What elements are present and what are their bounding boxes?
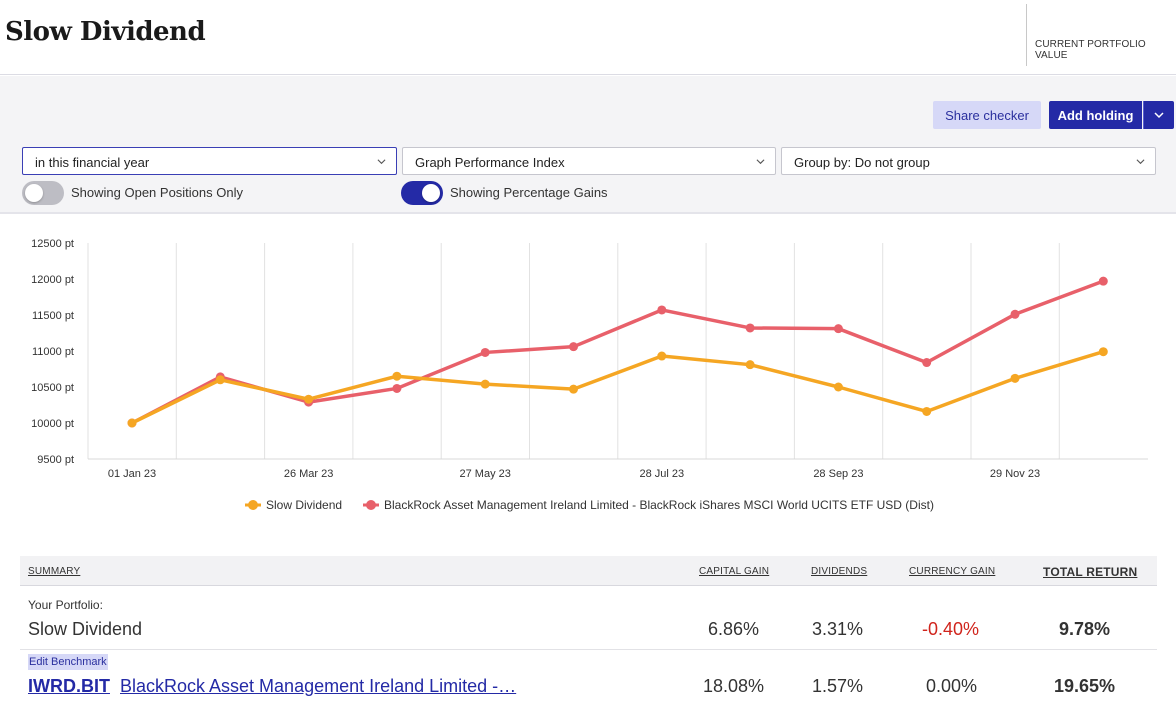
summary-header[interactable]: SUMMARY bbox=[28, 566, 81, 577]
performance-chart: 12500 pt 12000 pt 11500 pt 11000 pt 10500 pt… bbox=[31, 238, 1148, 512]
data-point bbox=[1010, 373, 1020, 383]
summary-header-row: SUMMARY CAPITAL GAIN DIVIDENDS CURRENCY … bbox=[20, 556, 1157, 586]
portfolio-row: Your Portfolio: Slow Dividend 6.86% 3.31… bbox=[20, 586, 1157, 650]
benchmark-row: Edit Benchmark IWRD.BIT BlackRock Asset … bbox=[20, 650, 1157, 714]
toggle-knob bbox=[422, 184, 440, 202]
total-return-header[interactable]: TOTAL RETURN bbox=[1043, 565, 1138, 579]
data-point bbox=[480, 379, 490, 389]
y-tick-label: 12500 pt bbox=[31, 238, 74, 250]
data-point bbox=[833, 324, 843, 334]
portfolio-currency-gain: -0.40% bbox=[922, 619, 980, 639]
y-tick-label: 9500 pt bbox=[37, 454, 74, 466]
chevron-down-icon bbox=[756, 159, 765, 165]
page-title: Slow Dividend bbox=[5, 17, 206, 47]
portfolio-value-label: CURRENT PORTFOLIO VALUE bbox=[1035, 39, 1146, 61]
y-tick-label: 12000 pt bbox=[31, 274, 74, 286]
toggle-knob bbox=[25, 184, 43, 202]
portfolio-dividends: 3.31% bbox=[812, 619, 864, 639]
x-tick-label: 27 May 23 bbox=[460, 468, 511, 480]
y-tick-label: 10000 pt bbox=[31, 418, 74, 430]
benchmark-capital-gain: 18.08% bbox=[703, 676, 765, 696]
header-divider bbox=[1026, 4, 1027, 66]
edit-benchmark-button[interactable]: Edit Benchmark bbox=[28, 654, 108, 670]
summary-table: SUMMARY CAPITAL GAIN DIVIDENDS CURRENCY … bbox=[20, 556, 1157, 714]
benchmark-dividends: 1.57% bbox=[812, 676, 864, 696]
y-tick-label: 11000 pt bbox=[32, 346, 74, 358]
portfolio-total-return: 9.78% bbox=[1059, 619, 1111, 639]
dividends-header[interactable]: DIVIDENDS bbox=[811, 566, 868, 577]
x-tick-label: 29 Nov 23 bbox=[990, 468, 1040, 480]
legend-label: BlackRock Asset Management Ireland Limit… bbox=[384, 498, 934, 512]
legend-label: Slow Dividend bbox=[266, 498, 342, 512]
group-by-select-value: Group by: Do not group bbox=[794, 155, 930, 170]
data-point bbox=[127, 418, 137, 428]
data-point bbox=[215, 375, 225, 385]
data-point bbox=[480, 347, 490, 357]
open-positions-toggle[interactable] bbox=[22, 181, 64, 205]
share-checker-button[interactable]: Share checker bbox=[933, 101, 1041, 129]
chevron-down-icon bbox=[1136, 159, 1145, 165]
data-point bbox=[1098, 347, 1108, 357]
graph-type-select-value: Graph Performance Index bbox=[415, 155, 565, 170]
period-select-value: in this financial year bbox=[35, 155, 150, 170]
portfolio-caption: Your Portfolio: bbox=[28, 598, 103, 612]
x-tick-label: 28 Sep 23 bbox=[813, 468, 863, 480]
legend-marker bbox=[366, 500, 376, 510]
page-header: Slow Dividend CURRENT PORTFOLIO VALUE bbox=[0, 0, 1176, 75]
data-point bbox=[922, 406, 932, 416]
open-positions-label: Showing Open Positions Only bbox=[71, 185, 243, 200]
legend-marker bbox=[248, 500, 258, 510]
series-line bbox=[131, 350, 1104, 425]
data-point bbox=[1010, 309, 1020, 319]
benchmark-total-return: 19.65% bbox=[1054, 676, 1116, 696]
benchmark-name-link[interactable]: BlackRock Asset Management Ireland Limit… bbox=[120, 676, 517, 696]
capital-gain-header[interactable]: CAPITAL GAIN bbox=[699, 566, 770, 577]
currency-gain-header[interactable]: CURRENCY GAIN bbox=[909, 566, 996, 577]
benchmark-code-link[interactable]: IWRD.BIT bbox=[28, 676, 110, 696]
x-tick-label: 28 Jul 23 bbox=[639, 468, 684, 480]
chevron-down-icon bbox=[377, 159, 386, 165]
benchmark-currency-gain: 0.00% bbox=[926, 676, 978, 696]
y-tick-label: 11500 pt bbox=[32, 310, 74, 322]
percentage-gains-label: Showing Percentage Gains bbox=[450, 185, 608, 200]
graph-type-select[interactable]: Graph Performance Index bbox=[402, 147, 776, 175]
data-point bbox=[392, 383, 402, 393]
group-by-select[interactable]: Group by: Do not group bbox=[781, 147, 1156, 175]
add-holding-dropdown-button[interactable] bbox=[1143, 101, 1174, 129]
percentage-gains-toggle[interactable] bbox=[401, 181, 443, 205]
series-line bbox=[131, 279, 1104, 425]
data-point bbox=[833, 382, 843, 392]
data-point bbox=[745, 323, 755, 333]
x-tick-label: 01 Jan 23 bbox=[108, 468, 156, 480]
data-point bbox=[569, 342, 578, 352]
data-point bbox=[657, 351, 667, 361]
period-select[interactable]: in this financial year bbox=[22, 147, 397, 175]
portfolio-name: Slow Dividend bbox=[28, 619, 143, 639]
add-holding-button[interactable]: Add holding bbox=[1049, 101, 1142, 129]
data-point bbox=[657, 305, 667, 315]
controls-panel bbox=[0, 76, 1176, 214]
data-point bbox=[569, 384, 578, 394]
data-point bbox=[745, 360, 755, 370]
chevron-down-icon bbox=[1154, 112, 1164, 119]
data-point bbox=[922, 358, 932, 368]
data-point bbox=[1098, 276, 1108, 286]
portfolio-capital-gain: 6.86% bbox=[708, 619, 760, 639]
x-tick-label: 26 Mar 23 bbox=[284, 468, 334, 480]
data-point bbox=[392, 371, 402, 381]
y-tick-label: 10500 pt bbox=[31, 382, 74, 394]
data-point bbox=[304, 394, 314, 404]
